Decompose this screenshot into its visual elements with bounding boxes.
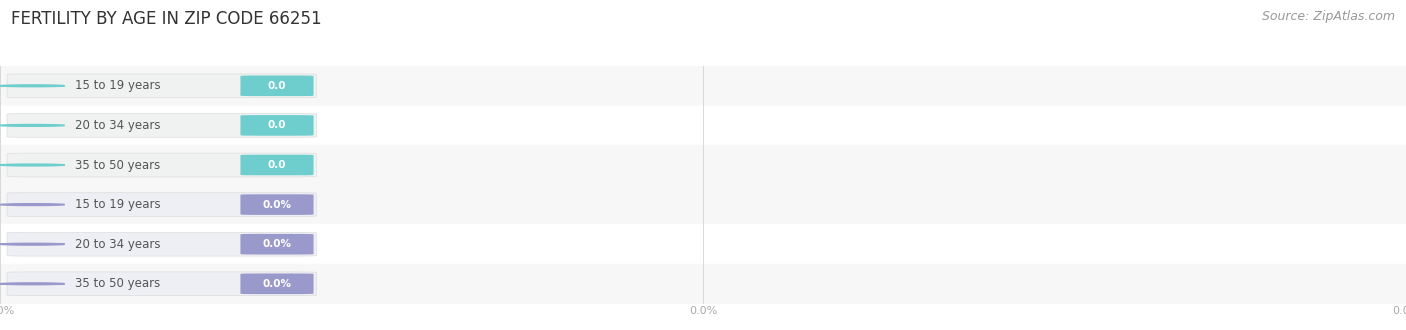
Bar [0, 264, 1406, 304]
Circle shape [0, 204, 65, 206]
FancyBboxPatch shape [240, 115, 314, 136]
Bar [0, 185, 1406, 224]
Text: 35 to 50 years: 35 to 50 years [75, 158, 160, 172]
Text: 0.0: 0.0 [267, 160, 287, 170]
FancyBboxPatch shape [7, 153, 316, 177]
Bar [0, 106, 1406, 145]
Text: 0.0: 0.0 [267, 81, 287, 91]
FancyBboxPatch shape [7, 272, 316, 296]
Text: 35 to 50 years: 35 to 50 years [75, 277, 160, 290]
Bar [0, 66, 1406, 106]
FancyBboxPatch shape [7, 232, 316, 256]
Text: 15 to 19 years: 15 to 19 years [75, 198, 160, 211]
FancyBboxPatch shape [240, 76, 314, 96]
FancyBboxPatch shape [240, 194, 314, 215]
Bar [0, 145, 1406, 185]
Text: 20 to 34 years: 20 to 34 years [75, 119, 160, 132]
Circle shape [0, 85, 65, 87]
FancyBboxPatch shape [240, 274, 314, 294]
FancyBboxPatch shape [7, 74, 316, 98]
FancyBboxPatch shape [240, 155, 314, 175]
Text: 20 to 34 years: 20 to 34 years [75, 238, 160, 251]
Text: 0.0: 0.0 [267, 120, 287, 130]
Text: Source: ZipAtlas.com: Source: ZipAtlas.com [1261, 10, 1395, 23]
Text: 15 to 19 years: 15 to 19 years [75, 79, 160, 92]
Circle shape [0, 243, 65, 245]
Circle shape [0, 164, 65, 166]
FancyBboxPatch shape [7, 114, 316, 137]
Text: 0.0%: 0.0% [263, 200, 291, 210]
Text: 0.0%: 0.0% [263, 239, 291, 249]
Bar [0, 224, 1406, 264]
Circle shape [0, 124, 65, 126]
Circle shape [0, 283, 65, 285]
FancyBboxPatch shape [7, 193, 316, 216]
FancyBboxPatch shape [240, 234, 314, 254]
Text: 0.0%: 0.0% [263, 279, 291, 289]
Text: FERTILITY BY AGE IN ZIP CODE 66251: FERTILITY BY AGE IN ZIP CODE 66251 [11, 10, 322, 28]
